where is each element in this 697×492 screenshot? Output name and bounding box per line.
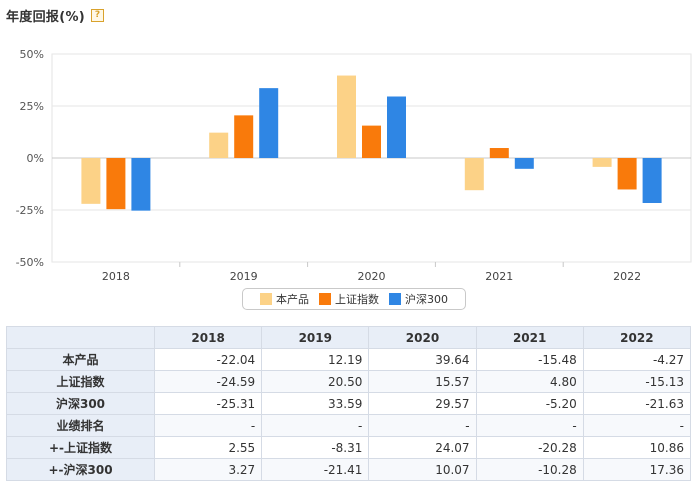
row-label: +-上证指数 — [6, 436, 155, 459]
row-label: 业绩排名 — [6, 414, 155, 437]
legend-label: 沪深300 — [405, 293, 448, 306]
bar — [131, 158, 151, 211]
table-cell: 3.27 — [153, 458, 263, 481]
x-tick-label: 2019 — [230, 270, 258, 283]
column-header: 2021 — [475, 326, 584, 349]
y-tick-label: -25% — [16, 204, 44, 217]
y-tick-label: 0% — [27, 152, 44, 165]
legend-swatch — [260, 293, 272, 305]
table-body: 本产品 -22.04 12.19 39.64 -15.48 -4.27 上证指数 -24.59… — [6, 348, 692, 481]
chart-svg: 50% 25% 0% -25% -50% 2018 2019 2020 2021 2022 — [16, 48, 692, 283]
x-tick-label: 2020 — [358, 270, 386, 283]
legend-label: 本产品 — [276, 293, 309, 306]
legend-swatch — [319, 293, 331, 305]
legend-item[interactable]: 上证指数 — [319, 291, 379, 307]
table-row: 业绩排名 - - - - - — [6, 414, 692, 437]
table-cell: -8.31 — [261, 436, 370, 459]
chart-legend: 本产品 上证指数 沪深300 — [242, 288, 466, 310]
table-cell: -5.20 — [475, 392, 584, 415]
x-tick-label: 2022 — [613, 270, 641, 283]
column-header — [6, 326, 155, 349]
table-cell: 39.64 — [368, 348, 477, 371]
x-tick-label: 2018 — [102, 270, 130, 283]
bar — [337, 75, 356, 158]
table-cell: -10.28 — [475, 458, 584, 481]
table-cell: -20.28 — [475, 436, 584, 459]
bar — [642, 158, 662, 203]
table-cell: 17.36 — [582, 458, 692, 481]
chart-header: 年度回报(%) ? — [6, 5, 105, 25]
bar — [617, 158, 637, 190]
row-label: 上证指数 — [6, 370, 155, 393]
y-tick-label: 25% — [20, 100, 44, 113]
table-row: +-上证指数 2.55 -8.31 24.07 -20.28 10.86 — [6, 436, 692, 459]
table-cell: 15.57 — [368, 370, 477, 393]
table-cell: -21.41 — [261, 458, 370, 481]
table-row: 上证指数 -24.59 20.50 15.57 4.80 -15.13 — [6, 370, 692, 393]
table-cell: 10.86 — [582, 436, 692, 459]
legend-label: 上证指数 — [335, 293, 379, 306]
legend-item[interactable]: 沪深300 — [389, 291, 448, 307]
table-cell: 2.55 — [153, 436, 263, 459]
bar — [362, 125, 381, 158]
table-header-row: 2018 2019 2020 2021 2022 — [6, 326, 692, 349]
column-header: 2019 — [261, 326, 370, 349]
x-tick-label: 2021 — [485, 270, 513, 283]
table-cell: -21.63 — [582, 392, 692, 415]
table-row: 本产品 -22.04 12.19 39.64 -15.48 -4.27 — [6, 348, 692, 371]
table-cell: 29.57 — [368, 392, 477, 415]
table-row: 沪深300 -25.31 33.59 29.57 -5.20 -21.63 — [6, 392, 692, 415]
bar — [387, 96, 406, 158]
table-cell: 24.07 — [368, 436, 477, 459]
chart-title: 年度回报(%) — [6, 9, 86, 25]
annual-return-chart: 50% 25% 0% -25% -50% 2018 2019 2020 2021 2022 — [0, 30, 697, 320]
column-header: 2022 — [582, 326, 692, 349]
bar — [464, 158, 484, 191]
bar — [259, 88, 279, 158]
table-cell: -25.31 — [153, 392, 263, 415]
annual-return-table: 2018 2019 2020 2021 2022 本产品 -22.04 12.19 39.64… — [6, 326, 692, 481]
table-cell: 12.19 — [261, 348, 370, 371]
legend-swatch — [389, 293, 401, 305]
table-cell: 20.50 — [261, 370, 370, 393]
column-header: 2018 — [153, 326, 263, 349]
bar — [81, 158, 101, 204]
y-tick-label: -50% — [16, 256, 44, 269]
table-cell: - — [153, 414, 263, 437]
bar — [106, 158, 126, 210]
row-label: 沪深300 — [6, 392, 155, 415]
row-label: +-沪深300 — [6, 458, 155, 481]
table-cell: 10.07 — [368, 458, 477, 481]
table-cell: -22.04 — [153, 348, 263, 371]
table-cell: - — [475, 414, 584, 437]
row-label: 本产品 — [6, 348, 155, 371]
table-cell: 4.80 — [475, 370, 584, 393]
bar — [592, 158, 612, 167]
table-cell: -4.27 — [582, 348, 692, 371]
column-header: 2020 — [368, 326, 477, 349]
table-cell: - — [368, 414, 477, 437]
table-cell: - — [582, 414, 692, 437]
table-cell: 33.59 — [261, 392, 370, 415]
help-icon[interactable]: ? — [91, 8, 105, 22]
table-cell: -15.48 — [475, 348, 584, 371]
bar — [514, 158, 534, 169]
table-cell: - — [261, 414, 370, 437]
table-row: +-沪深300 3.27 -21.41 10.07 -10.28 17.36 — [6, 458, 692, 481]
y-tick-label: 50% — [20, 48, 44, 61]
legend-item[interactable]: 本产品 — [260, 291, 309, 307]
bar — [234, 115, 254, 158]
bar — [209, 132, 229, 158]
bar — [489, 148, 509, 158]
table-cell: -15.13 — [582, 370, 692, 393]
table-cell: -24.59 — [153, 370, 263, 393]
